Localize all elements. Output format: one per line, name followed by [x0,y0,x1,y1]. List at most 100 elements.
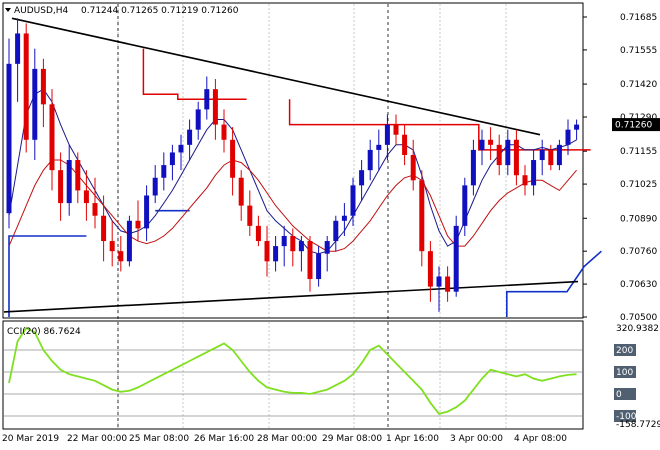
candle-body [367,149,373,171]
cci-line [8,326,577,415]
candle-body [75,160,81,191]
candle-body [479,139,485,150]
candle-body [548,149,554,166]
price-tick-label: 0.71025 [620,180,657,190]
candle-body [109,241,115,252]
candle-body [531,160,537,186]
support-line [505,250,602,317]
time-label: 25 Mar 08:00 [129,434,189,444]
trendlines [3,17,579,313]
candle-body [522,175,528,186]
candle-body [40,68,46,105]
price-tick-label: 0.71555 [620,46,657,56]
candle-body [49,104,55,171]
candle-body [316,253,322,280]
support-line [8,235,87,317]
candle-body [247,205,253,226]
price-tick-label: 0.70500 [620,313,657,323]
time-label: 22 Mar 00:00 [67,434,127,444]
candle-body [273,246,279,262]
price-tick-label: 0.70890 [620,214,657,224]
candle-body [230,139,236,178]
candle-body [298,241,304,252]
current-price-label: 0.71260 [615,121,652,131]
candle-body [101,215,107,242]
collapse-arrow-icon[interactable] [5,8,11,12]
symbol-label: AUDUSD,H4 [14,6,69,16]
candle-body [238,177,244,206]
resistance-line [142,48,247,101]
time-axis: 20 Mar 2019 22 Mar 00:00 25 Mar 08:00 26 Ma… [2,434,567,444]
cci-tick-label: 320.9382 [616,324,659,334]
price-tick-label: 0.71420 [620,80,657,90]
current-price-tag: 0.71260 [612,118,660,132]
cci-plot-frame [2,320,584,430]
cci-tick-label: -158.7729 [616,420,660,430]
price-axis: 0.71685 0.71555 0.71420 0.71290 0.71155 0.710… [583,13,657,323]
candle-body [66,160,72,204]
candle-body [436,276,442,287]
candle-body [462,185,468,226]
candle-body [264,241,270,262]
candle-body [324,241,330,254]
candle-body [410,154,416,181]
cci-level-badge [614,344,636,356]
candle-body [565,129,571,145]
candle-body [290,235,296,252]
candle-body [496,144,502,166]
candle-body [187,129,193,145]
candle-body [212,89,218,125]
support-band [8,209,602,317]
candles [6,18,580,312]
lower-trendline [3,280,579,313]
candle-body [445,276,451,292]
time-label: 20 Mar 2019 [2,434,59,444]
candle-body [556,144,562,166]
cci-tick-label: 100 [616,368,633,378]
candle-body [376,144,382,150]
candle-body [32,68,38,140]
cci-series [8,326,577,415]
upper-trendline [11,17,541,136]
candle-body [427,251,433,287]
cci-axis: 320.9382 200 100 0 -100-158.7729 [614,324,660,430]
candle-body [58,170,64,204]
time-label: 28 Mar 00:00 [257,434,317,444]
candle-body [453,225,459,292]
candle-body [221,124,227,140]
candle-body [83,190,89,204]
main-plot-frame [2,2,584,319]
candle-body [384,124,390,145]
cci-tick-label: 0 [616,390,622,400]
cci-level-badge [614,366,636,378]
candle-body [15,33,21,64]
candle-body [419,180,425,252]
candle-body [135,220,141,229]
candle-body [393,124,399,135]
price-tick-label: 0.70760 [620,247,657,257]
price-tick-label: 0.70630 [620,280,657,290]
candle-body [204,89,210,110]
candle-body [195,109,201,130]
candle-body [505,139,511,166]
candle-body [118,251,124,262]
candle-body [255,225,261,242]
price-tick-label: 0.71155 [620,147,657,157]
candle-body [161,165,167,178]
candle-body [178,144,184,153]
cci-tick-label: -100 [616,412,637,422]
cci-level-badge [614,388,636,400]
candle-body [513,139,519,176]
candle-body [281,235,287,247]
time-label: 26 Mar 16:00 [194,434,254,444]
time-label: 29 Mar 08:00 [322,434,382,444]
time-label: 4 Apr 08:00 [514,434,567,444]
candle-body [333,220,339,242]
candle-body [402,134,408,155]
ohlc-values: 0.71244 0.71265 0.71219 0.71260 [81,6,239,16]
cci-label: CCI(20) 86.7624 [7,327,81,337]
time-label: 1 Apr 16:00 [386,434,439,444]
price-tick-label: 0.71685 [620,13,657,23]
